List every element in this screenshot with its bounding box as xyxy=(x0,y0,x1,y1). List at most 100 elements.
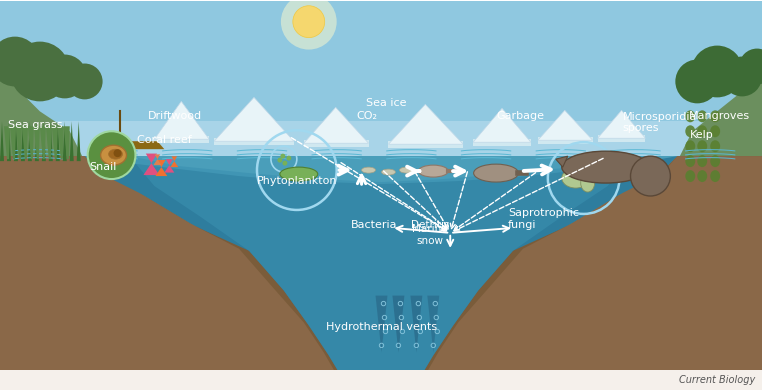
Bar xyxy=(473,139,531,146)
Ellipse shape xyxy=(685,125,695,137)
Ellipse shape xyxy=(710,170,720,182)
Text: Driftwood: Driftwood xyxy=(148,111,201,121)
Polygon shape xyxy=(155,167,168,176)
Polygon shape xyxy=(677,1,762,161)
Text: Bacteria: Bacteria xyxy=(350,220,397,230)
Polygon shape xyxy=(166,159,173,165)
Polygon shape xyxy=(0,156,353,390)
Polygon shape xyxy=(56,121,60,161)
Polygon shape xyxy=(58,126,63,159)
Polygon shape xyxy=(0,121,4,161)
Polygon shape xyxy=(155,101,209,139)
Circle shape xyxy=(282,161,288,166)
Ellipse shape xyxy=(697,110,707,122)
Ellipse shape xyxy=(581,174,594,192)
Polygon shape xyxy=(40,126,46,159)
Polygon shape xyxy=(4,126,10,159)
Polygon shape xyxy=(21,121,25,161)
Polygon shape xyxy=(143,163,159,175)
Polygon shape xyxy=(0,181,762,196)
Circle shape xyxy=(675,59,719,103)
Ellipse shape xyxy=(685,170,695,182)
Polygon shape xyxy=(0,1,85,161)
Circle shape xyxy=(281,154,285,159)
Polygon shape xyxy=(7,121,11,161)
Ellipse shape xyxy=(685,140,695,152)
Bar xyxy=(304,140,369,147)
Circle shape xyxy=(10,41,70,101)
Circle shape xyxy=(281,0,337,50)
Ellipse shape xyxy=(562,168,590,188)
Text: Kelp: Kelp xyxy=(690,130,714,140)
Bar xyxy=(0,370,762,390)
Ellipse shape xyxy=(362,167,376,173)
Polygon shape xyxy=(304,108,369,143)
Polygon shape xyxy=(410,296,422,352)
Polygon shape xyxy=(154,159,161,165)
Polygon shape xyxy=(597,110,646,138)
Ellipse shape xyxy=(382,169,396,175)
Circle shape xyxy=(692,46,743,97)
Bar xyxy=(389,141,463,148)
Polygon shape xyxy=(63,121,67,161)
Text: Garbage: Garbage xyxy=(496,111,544,121)
Polygon shape xyxy=(42,121,46,161)
Ellipse shape xyxy=(101,145,126,165)
Polygon shape xyxy=(28,126,34,159)
Text: CO₂: CO₂ xyxy=(356,111,378,121)
Ellipse shape xyxy=(109,149,122,159)
Polygon shape xyxy=(63,126,70,159)
Polygon shape xyxy=(155,154,160,159)
Circle shape xyxy=(739,48,765,84)
Text: Microsporidia
spores: Microsporidia spores xyxy=(623,112,697,133)
Polygon shape xyxy=(0,156,762,390)
Circle shape xyxy=(0,37,40,86)
Ellipse shape xyxy=(697,155,707,167)
Polygon shape xyxy=(46,126,52,159)
Polygon shape xyxy=(35,121,39,161)
Circle shape xyxy=(630,156,670,196)
Text: Hydrothermal vents: Hydrothermal vents xyxy=(326,323,437,332)
Polygon shape xyxy=(76,121,80,161)
Ellipse shape xyxy=(280,167,317,181)
Bar xyxy=(538,137,593,144)
Bar xyxy=(597,135,646,142)
Polygon shape xyxy=(392,296,405,352)
Text: Phytoplankton: Phytoplankton xyxy=(257,176,337,186)
Polygon shape xyxy=(10,126,16,159)
Polygon shape xyxy=(70,121,73,161)
Text: Mangroves: Mangroves xyxy=(689,111,750,121)
Ellipse shape xyxy=(710,155,720,167)
Polygon shape xyxy=(0,156,363,390)
Bar xyxy=(214,138,294,145)
Text: Coral reef: Coral reef xyxy=(138,135,192,145)
Polygon shape xyxy=(0,1,762,121)
Ellipse shape xyxy=(575,167,584,175)
Circle shape xyxy=(293,6,324,38)
Polygon shape xyxy=(146,154,157,163)
Ellipse shape xyxy=(710,110,720,122)
Polygon shape xyxy=(157,160,165,167)
Polygon shape xyxy=(214,97,294,141)
Polygon shape xyxy=(473,108,531,142)
Polygon shape xyxy=(52,126,58,159)
Polygon shape xyxy=(85,156,677,390)
Polygon shape xyxy=(49,121,53,161)
Bar xyxy=(155,136,209,143)
Ellipse shape xyxy=(685,155,695,167)
Ellipse shape xyxy=(697,125,707,137)
Circle shape xyxy=(278,158,282,163)
Text: Saprotrophic
fungi: Saprotrophic fungi xyxy=(508,208,579,230)
Circle shape xyxy=(113,149,122,157)
Polygon shape xyxy=(556,156,568,167)
Polygon shape xyxy=(88,141,164,149)
Polygon shape xyxy=(389,104,463,144)
Polygon shape xyxy=(376,296,388,352)
Ellipse shape xyxy=(710,125,720,137)
Ellipse shape xyxy=(710,140,720,152)
Polygon shape xyxy=(14,121,18,161)
Text: Current Biology: Current Biology xyxy=(679,375,755,385)
Ellipse shape xyxy=(685,110,695,122)
Text: Sea ice: Sea ice xyxy=(366,99,407,108)
Polygon shape xyxy=(428,296,439,352)
